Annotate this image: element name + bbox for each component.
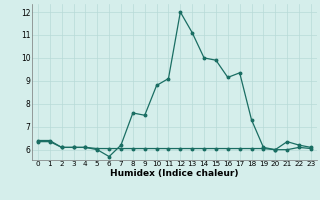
X-axis label: Humidex (Indice chaleur): Humidex (Indice chaleur)	[110, 169, 239, 178]
